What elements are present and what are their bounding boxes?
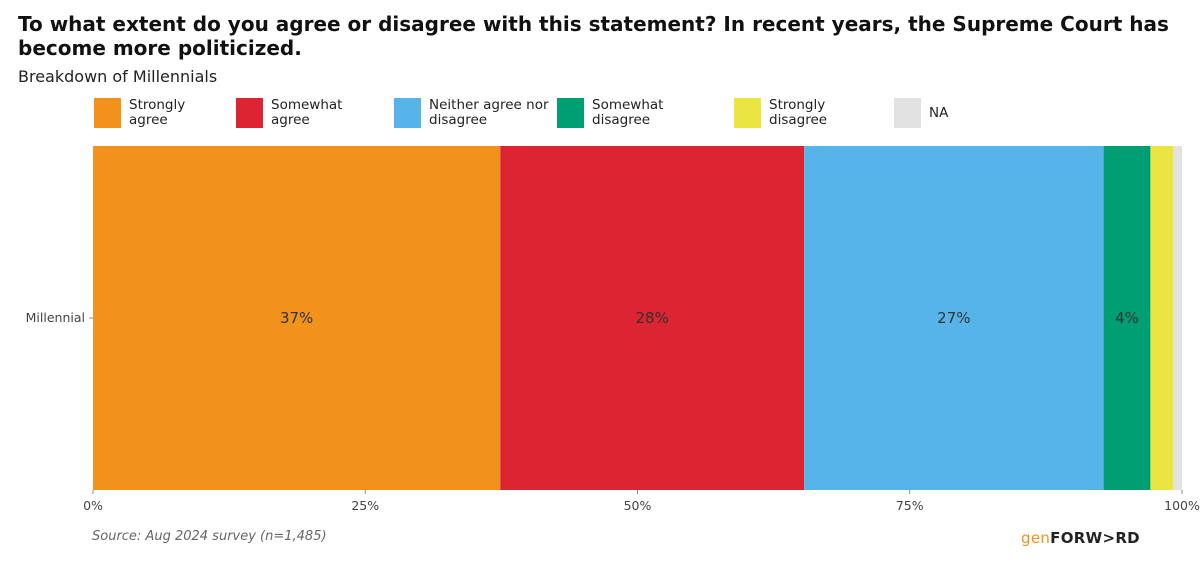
source-note: Source: Aug 2024 survey (n=1,485) — [92, 529, 327, 544]
genforward-logo: genFORW>RD — [1021, 529, 1140, 547]
bar-label-strongly-agree: 37% — [280, 309, 313, 327]
x-tick-label: 0% — [83, 498, 103, 513]
bar-segment-na — [1173, 146, 1182, 490]
logo-forward-text: FORW>RD — [1050, 529, 1140, 547]
legend-swatch-somewhat-agree — [236, 98, 263, 128]
legend-label-somewhat-agree: Somewhat agree — [271, 97, 343, 128]
legend-label-somewhat-disagree: Somewhat disagree — [592, 97, 664, 128]
bar-label-neither-agree-nor-disagree: 27% — [937, 309, 970, 327]
legend-swatch-somewhat-disagree — [557, 98, 584, 128]
x-tick-label: 75% — [896, 498, 924, 513]
chart-plot: 37% 28% 27% 4% Millennial 0% 25% 50% 75% 100% — [26, 146, 1200, 513]
x-tick-label: 50% — [624, 498, 652, 513]
bar-segment-somewhat-disagree — [1103, 146, 1151, 490]
chart-title: To what extent do you agree or disagree … — [18, 12, 1169, 60]
chart-subtitle: Breakdown of Millennials — [18, 67, 218, 86]
bar-label-somewhat-agree: 28% — [636, 309, 669, 327]
legend-label-strongly-agree: Strongly agree — [129, 97, 186, 128]
legend-swatch-neither — [394, 98, 421, 128]
legend-swatch-strongly-disagree — [734, 98, 761, 128]
x-tick-label: 100% — [1164, 498, 1200, 513]
logo-gen-text: gen — [1021, 529, 1051, 547]
legend-swatch-strongly-agree — [94, 98, 121, 128]
bar-segment-strongly-disagree — [1150, 146, 1174, 490]
legend-label-na: NA — [929, 104, 949, 121]
legend-swatch-na — [894, 98, 921, 128]
legend-label-strongly-disagree: Strongly disagree — [769, 97, 828, 128]
legend-label-neither: Neither agree nor disagree — [429, 97, 549, 128]
x-tick-label: 25% — [351, 498, 379, 513]
category-label: Millennial — [26, 310, 85, 325]
bar-segment-somewhat-agree — [500, 146, 805, 490]
bar-segment-strongly-agree — [93, 146, 501, 490]
bar-label-somewhat-disagree: 4% — [1115, 309, 1139, 327]
bar-segment-neither-agree-nor-disagree — [804, 146, 1104, 490]
